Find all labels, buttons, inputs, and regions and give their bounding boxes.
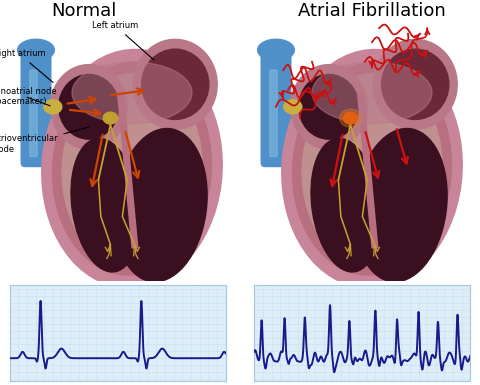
- Ellipse shape: [373, 39, 457, 129]
- Ellipse shape: [103, 112, 118, 124]
- FancyBboxPatch shape: [21, 50, 51, 167]
- Ellipse shape: [142, 49, 209, 119]
- Text: Left atrium: Left atrium: [92, 21, 154, 60]
- Text: Atrial Fibrillation: Atrial Fibrillation: [298, 2, 446, 20]
- Ellipse shape: [114, 129, 207, 282]
- Ellipse shape: [18, 39, 54, 61]
- FancyBboxPatch shape: [261, 50, 291, 167]
- Ellipse shape: [50, 65, 127, 149]
- Text: Sinoatrial node
(pacemaker): Sinoatrial node (pacemaker): [0, 87, 57, 106]
- Ellipse shape: [44, 100, 62, 114]
- Text: Right atrium: Right atrium: [0, 49, 53, 82]
- Text: Normal: Normal: [51, 2, 117, 20]
- Text: Atrioventricular
node: Atrioventricular node: [0, 127, 88, 154]
- Ellipse shape: [282, 49, 462, 288]
- Ellipse shape: [59, 74, 119, 139]
- Ellipse shape: [343, 112, 358, 124]
- Ellipse shape: [312, 62, 432, 124]
- Ellipse shape: [72, 62, 192, 124]
- Ellipse shape: [62, 73, 202, 264]
- Ellipse shape: [258, 39, 294, 61]
- Ellipse shape: [42, 49, 222, 288]
- Ellipse shape: [133, 39, 217, 129]
- Ellipse shape: [299, 74, 359, 139]
- FancyBboxPatch shape: [30, 70, 37, 157]
- Ellipse shape: [354, 129, 447, 282]
- Ellipse shape: [292, 62, 452, 275]
- Ellipse shape: [302, 73, 442, 264]
- Ellipse shape: [290, 65, 367, 149]
- Ellipse shape: [71, 138, 140, 272]
- Ellipse shape: [284, 100, 302, 114]
- FancyBboxPatch shape: [270, 70, 277, 157]
- Ellipse shape: [311, 138, 380, 272]
- Ellipse shape: [339, 109, 361, 127]
- Ellipse shape: [52, 62, 212, 275]
- Ellipse shape: [382, 49, 449, 119]
